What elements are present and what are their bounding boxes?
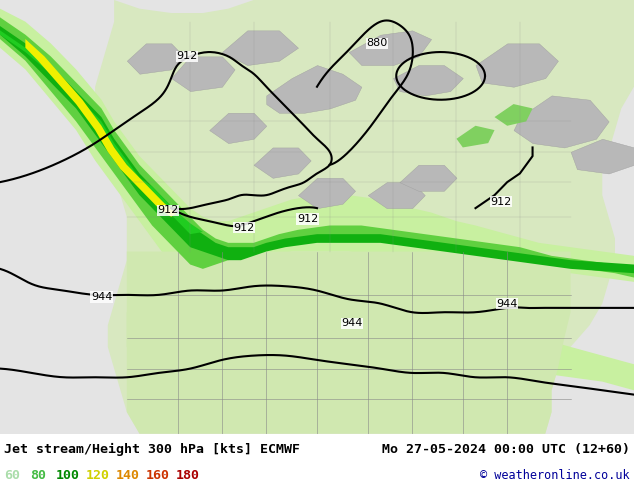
Text: 80: 80 (30, 469, 46, 483)
Text: © weatheronline.co.uk: © weatheronline.co.uk (481, 469, 630, 483)
Text: 880: 880 (366, 38, 388, 49)
Text: 912: 912 (233, 222, 255, 233)
Text: 180: 180 (176, 469, 200, 483)
Text: 912: 912 (157, 205, 179, 215)
Text: 912: 912 (490, 196, 512, 207)
Text: Jet stream/Height 300 hPa [kts] ECMWF: Jet stream/Height 300 hPa [kts] ECMWF (4, 443, 300, 456)
Text: 912: 912 (176, 51, 198, 61)
Text: 140: 140 (116, 469, 140, 483)
Text: 160: 160 (146, 469, 170, 483)
Text: Mo 27-05-2024 00:00 UTC (12+60): Mo 27-05-2024 00:00 UTC (12+60) (382, 443, 630, 456)
Text: 944: 944 (91, 292, 112, 302)
Text: 912: 912 (297, 214, 318, 224)
Text: 100: 100 (56, 469, 80, 483)
Text: 944: 944 (496, 298, 518, 309)
Text: 944: 944 (341, 318, 363, 328)
Text: 60: 60 (4, 469, 20, 483)
Text: 120: 120 (86, 469, 110, 483)
